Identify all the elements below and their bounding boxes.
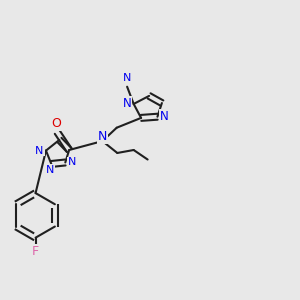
Text: N: N (98, 130, 107, 143)
Text: N: N (35, 146, 44, 156)
Text: N: N (160, 110, 168, 123)
Text: F: F (32, 245, 39, 258)
Text: N: N (123, 73, 131, 83)
Text: N: N (68, 158, 76, 167)
Text: N: N (123, 98, 131, 110)
Text: O: O (51, 117, 61, 130)
Text: N: N (46, 165, 54, 175)
